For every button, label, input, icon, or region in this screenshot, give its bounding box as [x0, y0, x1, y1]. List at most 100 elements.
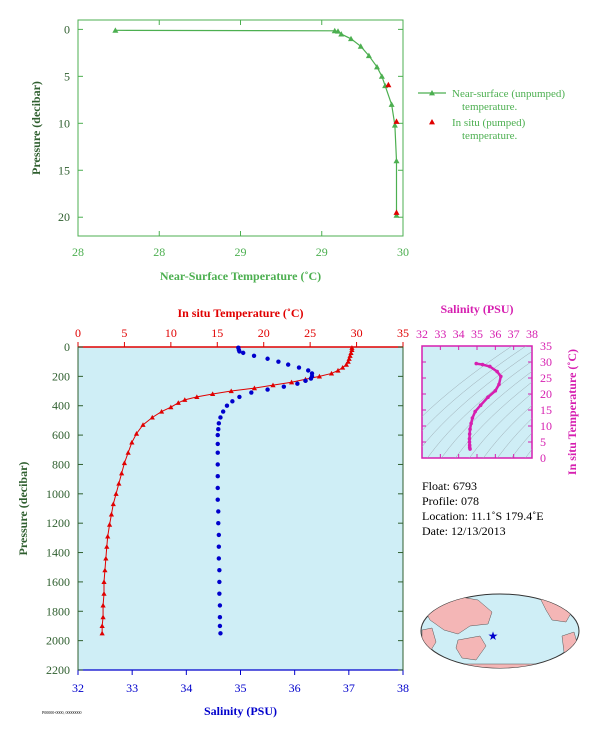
legend-label-near-surface-2: temperature.	[462, 101, 518, 113]
salinity-point	[216, 556, 222, 561]
temperature-point	[194, 394, 200, 399]
salinity-point	[237, 349, 242, 354]
ts-point	[470, 416, 475, 420]
temperature-point	[125, 450, 131, 455]
temperature-point	[133, 431, 140, 436]
pressure-tick-label: 2000	[46, 634, 70, 648]
salinity-point	[218, 631, 223, 636]
density-contour	[455, 381, 532, 458]
date: Date: 12/13/2013	[422, 524, 506, 538]
ts-x-tick-label: 34	[453, 327, 465, 341]
ts-y-tick-label: 35	[540, 339, 552, 353]
salinity-point	[303, 378, 308, 383]
temperature-point	[105, 533, 111, 539]
ts-y-tick-label: 20	[540, 387, 552, 401]
ts-y-tick-label: 15	[540, 403, 552, 417]
temperature-point	[100, 602, 106, 608]
salinity-point	[215, 432, 220, 438]
temperature-point	[347, 353, 353, 358]
location: Location: 11.1˚S 179.4˚E	[422, 509, 544, 523]
temp-tick-label: 0	[75, 326, 81, 340]
ts-x-tick-label: 35	[471, 327, 483, 341]
density-contour	[441, 371, 532, 458]
salinity-point	[241, 350, 246, 356]
ts-y-axis-label: In situ Temperature (˚C)	[565, 349, 579, 475]
temp-tick-label: 25	[304, 326, 316, 340]
near-surface-point	[348, 35, 354, 42]
pressure-tick-label: 200	[52, 369, 70, 383]
ts-x-axis-label: Salinity (PSU)	[440, 302, 513, 316]
near-surface-point	[335, 28, 341, 34]
temperature-point	[328, 370, 335, 376]
salinity-point	[295, 381, 300, 386]
pressure-tick-label: 1600	[46, 575, 70, 589]
float-number: Float: 6793	[422, 479, 477, 493]
temperature-point	[110, 501, 116, 507]
salinity-point	[216, 532, 222, 538]
ts-x-tick-label: 38	[526, 327, 538, 341]
salinity-axis-label: Salinity (PSU)	[204, 704, 277, 718]
salinity-point	[216, 520, 221, 526]
y-tick-label: 5	[64, 69, 70, 83]
density-contour	[483, 405, 532, 458]
pressure-tick-label: 1800	[46, 604, 70, 618]
salinity-point	[217, 567, 222, 573]
density-contour	[525, 448, 532, 458]
plot-background	[78, 347, 403, 670]
temp-tick-label: 15	[211, 326, 223, 340]
temperature-point	[158, 409, 165, 414]
ts-point	[469, 421, 473, 426]
x-axis-label: Near-Surface Temperature (˚C)	[160, 269, 321, 283]
near-surface-temperature-plot: 28 28 29 29 30 0 5 10 15 20 Near-Surface Temperatu…	[29, 19, 409, 283]
ts-point	[468, 427, 472, 432]
ts-y-tick-label: 5	[540, 435, 546, 449]
in-situ-point	[393, 209, 400, 215]
salinity-point	[216, 421, 222, 426]
ts-x-tick-label: 37	[508, 327, 520, 341]
temp-tick-label: 30	[351, 326, 363, 340]
ts-point	[495, 369, 499, 374]
temp-tick-label: 5	[121, 326, 127, 340]
ts-point	[480, 362, 485, 367]
temperature-point	[129, 439, 135, 445]
salinity-point	[276, 359, 281, 364]
ts-point	[473, 409, 477, 414]
salinity-point	[215, 474, 220, 479]
temperature-point	[99, 623, 105, 629]
salinity-tick-label: 38	[397, 681, 409, 695]
density-contours	[422, 346, 532, 458]
ts-point	[488, 364, 492, 369]
salinity-point	[218, 415, 223, 420]
legend-label-near-surface: Near-surface (unpumped)	[452, 88, 565, 100]
near-surface-point	[393, 157, 400, 164]
salinity-point	[215, 441, 220, 447]
salinity-point	[306, 368, 311, 373]
y-tick-label: 10	[58, 116, 70, 130]
salinity-point	[217, 579, 222, 585]
temperature-point	[182, 397, 188, 402]
salinity-point	[249, 390, 254, 395]
ts-diagram-plot: 32 33 34 35 36 37 38 0 5 10 15 20 25 30 35 Salinity (PS…	[416, 302, 579, 475]
salinity-point	[220, 409, 226, 414]
salinity-tick-label: 36	[289, 681, 301, 695]
temp-tick-label: 20	[258, 326, 270, 340]
near-surface-point	[365, 52, 372, 59]
pressure-tick-label: 2200	[46, 663, 70, 677]
temperature-point	[108, 511, 115, 517]
salinity-point	[217, 614, 223, 620]
temperature-point	[251, 385, 258, 391]
temperature-point	[149, 414, 155, 420]
density-contour	[497, 418, 532, 458]
salinity-point	[224, 403, 230, 408]
density-contour	[511, 432, 532, 458]
salinity-tick-label: 33	[126, 681, 138, 695]
temperature-point	[288, 379, 295, 385]
temperature-point	[100, 614, 106, 620]
antarctica-landmass	[439, 663, 561, 668]
salinity-point	[265, 387, 270, 392]
float-info: Float: 6793 Profile: 078 Location: 11.1˚…	[422, 479, 544, 538]
salinity-point	[217, 623, 223, 629]
salinity-point	[217, 603, 223, 608]
salinity-point	[230, 399, 235, 404]
